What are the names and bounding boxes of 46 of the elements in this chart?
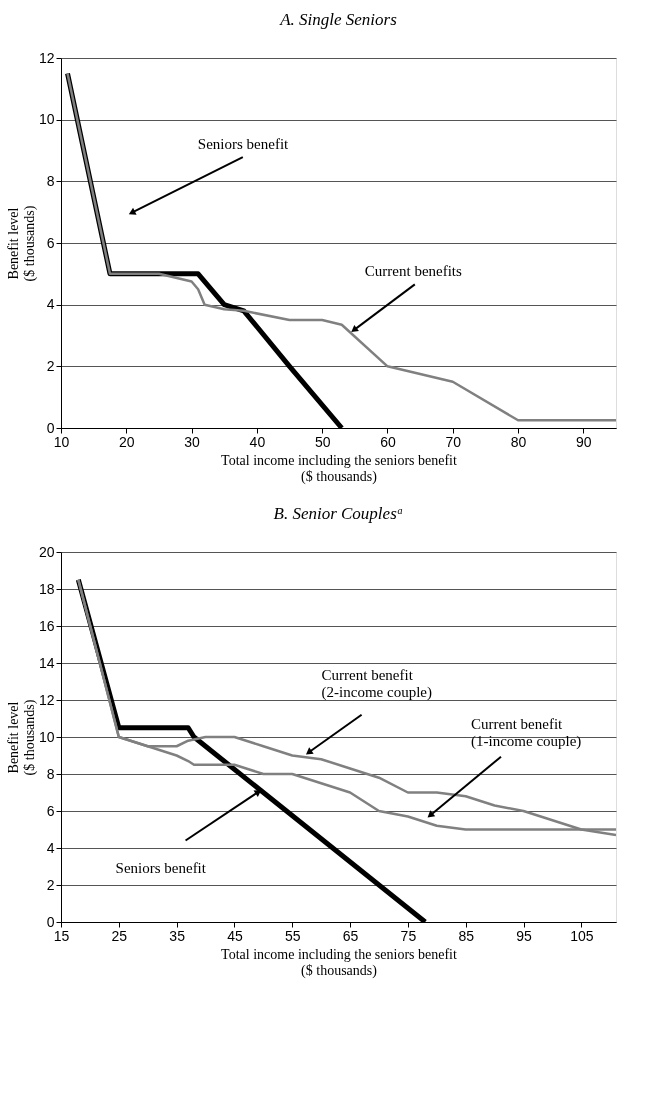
y-tick-label: 14	[38, 654, 55, 671]
x-tick-label: 85	[458, 927, 475, 944]
x-tick-label: 20	[119, 433, 135, 450]
annotation: Current benefits	[364, 263, 463, 280]
x-tick-label: 105	[570, 927, 594, 944]
x-axis-title: Total income including the seniors benefit ($ thousands)	[221, 946, 457, 979]
x-tick-label: 80	[510, 433, 527, 450]
x-tick-label: 75	[400, 927, 417, 944]
y-tick-label: 2	[46, 876, 55, 893]
y-tick-label: 10	[38, 728, 55, 745]
y-axis-title: Benefit level ($ thousands)	[5, 205, 38, 282]
x-tick-label: 25	[111, 927, 128, 944]
x-tick-label: 95	[516, 927, 532, 944]
x-tick-label: 70	[445, 433, 462, 450]
y-tick-label: 16	[38, 617, 55, 634]
x-tick-label: 50	[314, 433, 331, 450]
x-tick-label: 65	[342, 927, 359, 944]
x-tick-label: 15	[53, 927, 70, 944]
x-tick-label: 35	[169, 927, 186, 944]
x-tick-label: 40	[249, 433, 266, 450]
y-tick-label: 6	[46, 234, 55, 251]
x-tick-label: 90	[576, 433, 592, 450]
y-tick-label: 10	[38, 111, 55, 128]
y-tick-label: 2	[46, 357, 55, 374]
y-tick-label: 0	[46, 913, 55, 930]
annotation: Seniors benefit	[115, 859, 207, 876]
y-axis-title: Benefit level ($ thousands)	[5, 699, 38, 776]
y-tick-label: 8	[46, 765, 55, 782]
y-tick-label: 8	[46, 172, 55, 189]
x-axis-title: Total income including the seniors benefit ($ thousands)	[221, 452, 457, 485]
x-tick-label: 60	[380, 433, 396, 450]
annotation: Seniors benefit	[197, 136, 290, 153]
chart-title: A. Single Seniors	[279, 10, 398, 29]
y-tick-label: 4	[46, 839, 55, 856]
x-tick-label: 30	[184, 433, 201, 450]
y-tick-label: 0	[46, 419, 55, 436]
y-tick-label: 20	[38, 543, 55, 560]
y-tick-label: 12	[38, 49, 55, 66]
y-tick-label: 4	[46, 296, 55, 313]
y-tick-label: 18	[38, 580, 55, 597]
y-tick-label: 12	[38, 691, 55, 708]
x-tick-label: 55	[284, 927, 301, 944]
annotation: Current benefit (2-income couple)	[321, 666, 432, 701]
chart-title: B. Senior Couplesᵃ	[273, 504, 404, 523]
y-tick-label: 6	[46, 802, 55, 819]
x-tick-label: 45	[227, 927, 243, 944]
